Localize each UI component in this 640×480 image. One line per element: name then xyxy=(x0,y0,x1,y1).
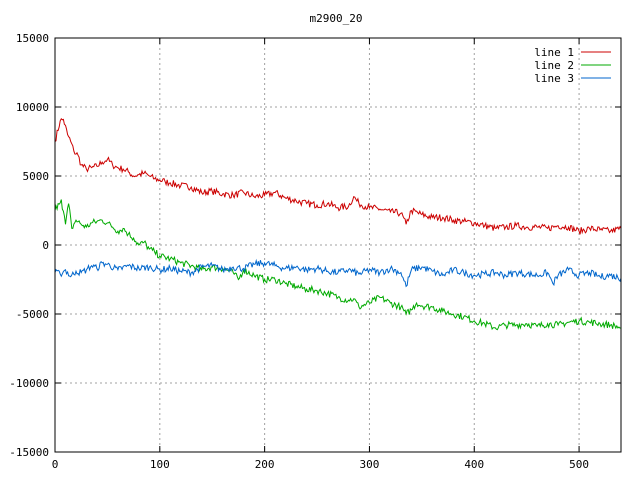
x-tick-label: 400 xyxy=(464,458,484,471)
plot-frame xyxy=(54,37,622,453)
legend-label: line 3 xyxy=(534,72,574,85)
x-tick-label: 200 xyxy=(255,458,275,471)
series-line-3 xyxy=(54,258,622,288)
series-line-2 xyxy=(54,199,622,331)
series-group xyxy=(54,118,622,331)
grid xyxy=(55,38,621,452)
y-tick-label: 15000 xyxy=(16,32,49,45)
y-tick-label: 10000 xyxy=(16,101,49,114)
x-tick-label: 0 xyxy=(52,458,59,471)
x-tick-label: 100 xyxy=(150,458,170,471)
x-tick-label: 300 xyxy=(360,458,380,471)
series-line-1 xyxy=(54,118,622,235)
x-tick-label: 500 xyxy=(569,458,589,471)
y-tick-label: -5000 xyxy=(16,308,49,321)
legend-label: line 2 xyxy=(534,59,574,72)
chart-title: m2900_20 xyxy=(310,12,363,25)
y-tick-label: 5000 xyxy=(23,170,50,183)
y-tick-label: -15000 xyxy=(9,446,49,459)
y-tick-label: 0 xyxy=(42,239,49,252)
y-tick-label: -10000 xyxy=(9,377,49,390)
legend-label: line 1 xyxy=(534,46,574,59)
axis-ticks: 0 100 200 300 400 500 -15000 -10000 -5000 0 5000 10… xyxy=(9,32,621,471)
